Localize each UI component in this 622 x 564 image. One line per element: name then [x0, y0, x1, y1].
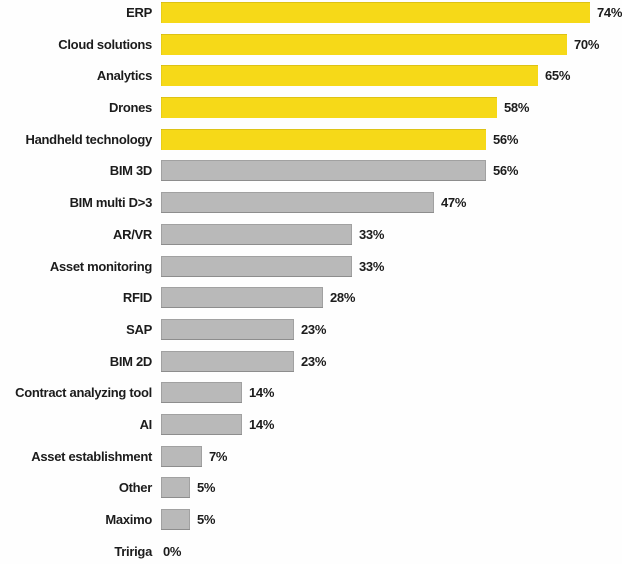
category-label: RFID — [122, 290, 152, 306]
value-label: 23% — [301, 353, 327, 369]
bar-and-value: 56% — [161, 128, 519, 150]
chart-row: Cloud solutions 70% — [0, 33, 622, 66]
bar-highlighted — [161, 33, 567, 55]
bar-and-value: 33% — [161, 255, 385, 277]
chart-row: Asset monitoring 33% — [0, 255, 622, 288]
value-label: 14% — [249, 416, 275, 432]
category-label: ERP — [126, 5, 152, 20]
value-label: 56% — [493, 131, 519, 147]
chart-row: BIM 3D 56% — [0, 160, 622, 192]
chart-row: SAP 23% — [0, 318, 622, 351]
category-label: Asset establishment — [31, 448, 152, 464]
value-label: 47% — [441, 195, 467, 211]
bar-and-value: 7% — [161, 445, 228, 467]
category-label: Tririga — [114, 543, 152, 559]
category-label: Analytics — [96, 68, 152, 84]
bar-and-value: 74% — [161, 2, 622, 23]
chart-row: Asset establishment 7% — [0, 445, 622, 478]
value-label: 33% — [359, 258, 385, 274]
bar-and-value: 23% — [161, 318, 327, 340]
category-label: BIM 2D — [109, 353, 153, 369]
chart-row: Other 5% — [0, 477, 622, 509]
bar-and-value: 14% — [161, 413, 275, 435]
category-label: Contract analyzing tool — [15, 385, 152, 401]
bar-and-value: 5% — [161, 509, 216, 530]
category-label: BIM multi D>3 — [69, 195, 153, 211]
chart-row: Contract analyzing tool 14% — [0, 382, 622, 414]
bar — [161, 255, 352, 277]
chart-row: Maximo 5% — [0, 509, 622, 541]
bar-and-value: 70% — [161, 33, 600, 55]
chart-row: Tririga 0% — [0, 541, 622, 564]
category-label: AI — [139, 416, 153, 432]
value-label: 0% — [163, 543, 182, 559]
category-label: Asset monitoring — [49, 258, 152, 274]
value-label: 65% — [545, 68, 571, 84]
bar-and-value: 33% — [161, 223, 385, 245]
category-label: Drones — [109, 100, 152, 116]
chart-row: BIM multi D>3 47% — [0, 192, 622, 224]
bar-highlighted — [161, 65, 538, 87]
bar-and-value: 58% — [161, 97, 530, 119]
chart-row: AI 14% — [0, 413, 622, 446]
value-label: 7% — [209, 448, 228, 464]
bar-and-value: 0% — [161, 541, 182, 562]
chart-row: Drones 58% — [0, 97, 622, 129]
bar — [161, 382, 242, 404]
category-label: Maximo — [105, 512, 152, 527]
bar — [161, 223, 352, 245]
bar-and-value: 28% — [161, 287, 356, 309]
value-label: 5% — [197, 480, 216, 496]
bar — [161, 445, 202, 467]
bar — [161, 509, 190, 530]
value-label: 74% — [597, 5, 622, 20]
bar — [161, 287, 323, 309]
value-label: 5% — [197, 512, 216, 527]
chart-row: AR/VR 33% — [0, 223, 622, 256]
value-label: 23% — [301, 321, 327, 337]
bar-highlighted — [161, 2, 590, 23]
value-label: 33% — [359, 226, 385, 242]
category-label: SAP — [126, 321, 152, 337]
bar — [161, 160, 486, 182]
value-label: 58% — [504, 100, 530, 116]
bar — [161, 192, 434, 214]
bar — [161, 318, 294, 340]
value-label: 70% — [574, 36, 600, 52]
bar-and-value: 65% — [161, 65, 571, 87]
bar-and-value: 5% — [161, 477, 216, 499]
bar-and-value: 47% — [161, 192, 467, 214]
value-label: 56% — [493, 163, 519, 179]
bar — [161, 350, 294, 372]
category-label: BIM 3D — [109, 163, 153, 179]
bar-and-value: 23% — [161, 350, 327, 372]
category-label: Other — [118, 480, 152, 496]
category-label: Cloud solutions — [58, 36, 152, 52]
bar-and-value: 56% — [161, 160, 519, 182]
chart-row: Handheld technology 56% — [0, 128, 622, 161]
chart-row: Analytics 65% — [0, 65, 622, 97]
chart-row: ERP 74% — [0, 2, 622, 34]
value-label: 14% — [249, 385, 275, 401]
bar-highlighted — [161, 97, 497, 119]
value-label: 28% — [330, 290, 356, 306]
category-label: Handheld technology — [25, 131, 153, 147]
bar — [161, 413, 242, 435]
bar-and-value: 14% — [161, 382, 275, 404]
category-label: AR/VR — [113, 226, 152, 242]
bar — [161, 477, 190, 499]
bar-highlighted — [161, 128, 486, 150]
chart-row: BIM 2D 23% — [0, 350, 622, 383]
chart-row: RFID 28% — [0, 287, 622, 319]
